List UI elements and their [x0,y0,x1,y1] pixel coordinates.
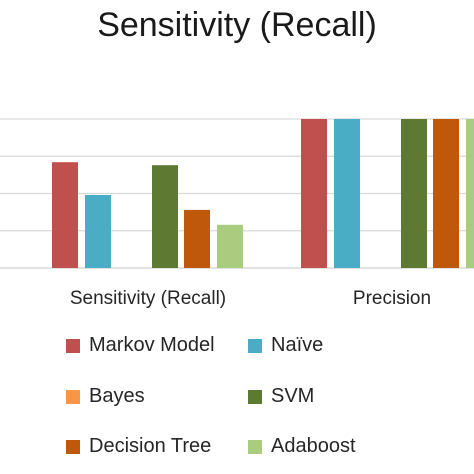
category-label: Precision [352,288,432,309]
bar-adaboost-0 [217,224,243,268]
legend-item: Markov Model [66,334,215,357]
bar-decision-tree-0 [184,209,210,268]
legend-swatch [248,389,262,404]
chart-title: Sensitivity (Recall) [97,6,377,44]
bar-svm-0 [152,165,178,268]
legend-item: Decision Tree [66,435,211,458]
legend-swatch [66,338,80,353]
legend-swatch [248,338,262,353]
legend-label: SVM [271,385,315,407]
bar-adaboost-1 [466,119,474,268]
category-label: Sensitivity (Recall) [69,288,227,309]
bar-markov-model-0 [52,162,78,268]
bar-markov-model-1 [301,119,327,268]
legend-item: Naïve [248,334,323,357]
bar-decision-tree-1 [433,119,459,268]
bar-na-ve-bayes-1 [334,119,360,268]
legend-item: Bayes [66,385,145,408]
legend-item: Adaboost [248,435,356,458]
legend-label: Adaboost [271,435,356,457]
bar-svm-1 [401,119,427,268]
legend-swatch [248,439,262,454]
legend-swatch [66,439,80,454]
legend-label: Decision Tree [89,435,212,457]
legend-swatch [66,389,80,404]
bar-na-ve-bayes-0 [85,194,111,268]
legend-item: SVM [248,385,314,408]
legend-label: Markov Model [89,334,215,356]
legend-label: Naïve [271,334,324,356]
legend-label: Bayes [89,385,145,407]
